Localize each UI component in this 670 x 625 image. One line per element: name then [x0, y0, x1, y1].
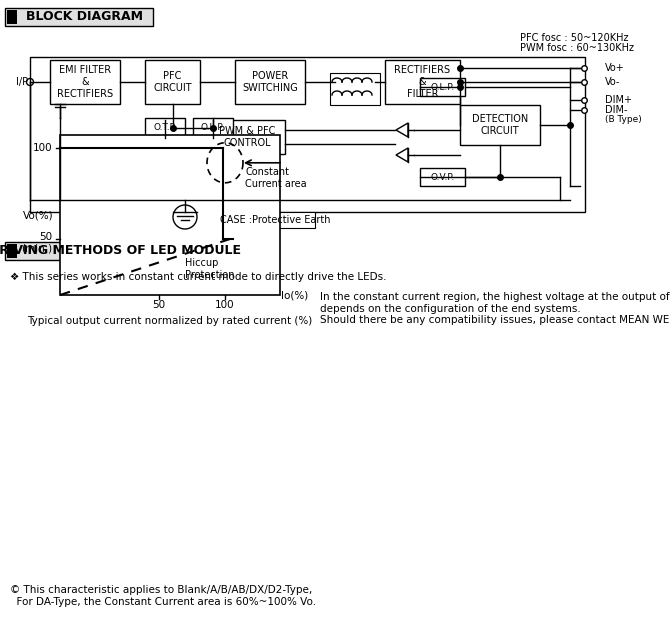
Text: Typical output current normalized by rated current (%): Typical output current normalized by rat… [27, 316, 313, 326]
Bar [200, 212, 315, 228]
Bar [235, 60, 305, 104]
Bar [420, 78, 465, 96]
Bar [5, 8, 153, 26]
Text: I/P: I/P [16, 77, 28, 87]
Text: 100: 100 [215, 300, 234, 310]
Bar [145, 60, 200, 104]
Text: Vo(%): Vo(%) [23, 210, 54, 220]
Text: RECTIFIERS
&
FILTER: RECTIFIERS & FILTER [395, 66, 450, 99]
Text: PWM & PFC
CONTROL: PWM & PFC CONTROL [219, 126, 275, 148]
Text: BLOCK DIAGRAM: BLOCK DIAGRAM [27, 11, 143, 24]
Bar [210, 120, 285, 154]
Bar [460, 105, 540, 145]
Bar [5, 242, 223, 260]
Text: © This characteristic applies to Blank/A/B/AB/DX/D2-Type,
  For DA-Type, the Con: © This characteristic applies to Blank/A… [10, 585, 316, 607]
Text: Io(%): Io(%) [281, 290, 309, 300]
Text: Vo-: Vo- [605, 77, 620, 87]
Bar [330, 73, 380, 105]
Text: In the constant current region, the highest voltage at the output of the driver
: In the constant current region, the high… [320, 292, 670, 325]
Text: Hiccup
Protection: Hiccup Protection [185, 258, 234, 280]
Text: DRIVING METHODS OF LED MODULE: DRIVING METHODS OF LED MODULE [0, 244, 241, 258]
Bar [50, 60, 120, 104]
Text: PFC
CIRCUIT: PFC CIRCUIT [153, 71, 192, 92]
Text: 50: 50 [153, 300, 165, 310]
Text: (B Type): (B Type) [605, 116, 642, 124]
Text: ❖ This series works in constant current mode to directly drive the LEDs.: ❖ This series works in constant current … [10, 272, 387, 282]
Bar [420, 168, 465, 186]
Text: EMI FILTER
&
RECTIFIERS: EMI FILTER & RECTIFIERS [57, 66, 113, 99]
Text: DIM-: DIM- [605, 105, 628, 115]
Bar [385, 60, 460, 104]
Bar [193, 118, 233, 138]
Text: PFC fosc : 50~120KHz: PFC fosc : 50~120KHz [520, 33, 628, 43]
Text: O.L.P.: O.L.P. [430, 82, 455, 91]
Bar [145, 118, 185, 138]
Text: Vo+: Vo+ [605, 63, 624, 73]
Text: PWM fosc : 60~130KHz: PWM fosc : 60~130KHz [520, 43, 634, 53]
Text: Constant
Current area: Constant Current area [245, 167, 307, 189]
Text: CASE :Protective Earth: CASE :Protective Earth [220, 215, 330, 225]
Text: O.L.P.: O.L.P. [201, 124, 225, 132]
Bar [30, 57, 585, 212]
Bar [7, 244, 17, 258]
Bar [60, 135, 280, 295]
Text: O.T.P.: O.T.P. [153, 124, 177, 132]
Text: O.V.P.: O.V.P. [430, 173, 455, 181]
Text: 50
(min.): 50 (min.) [21, 232, 52, 254]
Bar [7, 10, 17, 24]
Text: 100: 100 [32, 142, 52, 152]
Text: DETECTION
CIRCUIT: DETECTION CIRCUIT [472, 114, 528, 136]
Text: DIM+: DIM+ [605, 95, 632, 105]
Text: POWER
SWITCHING: POWER SWITCHING [242, 71, 298, 92]
